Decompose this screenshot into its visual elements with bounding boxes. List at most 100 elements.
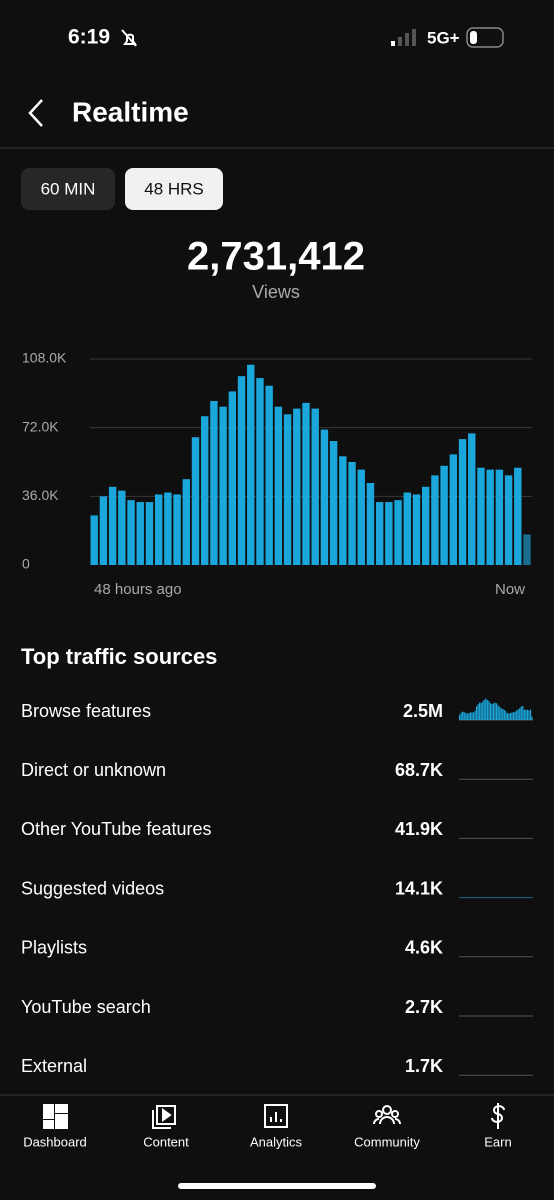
sparkline-bar bbox=[529, 709, 532, 720]
bar bbox=[154, 494, 163, 565]
x-start-label: 48 hours ago bbox=[94, 581, 182, 598]
sparkline-bar bbox=[462, 711, 464, 720]
sparkline-bar bbox=[479, 702, 481, 720]
sparkline-bar bbox=[459, 714, 461, 720]
bar bbox=[339, 456, 347, 565]
tab-label[interactable]: 48 HRS bbox=[144, 179, 204, 198]
source-value: 4.6K bbox=[405, 938, 443, 958]
sparkline-bar bbox=[488, 700, 490, 720]
bar bbox=[403, 492, 411, 565]
nav-label[interactable]: Dashboard bbox=[23, 1134, 87, 1149]
source-name[interactable]: Playlists bbox=[21, 938, 87, 958]
sparkline-bar bbox=[485, 698, 487, 720]
source-value: 68.7K bbox=[395, 760, 443, 780]
bar bbox=[440, 465, 448, 565]
sparkline-bar bbox=[469, 712, 472, 720]
tab[interactable] bbox=[21, 168, 115, 210]
bar bbox=[329, 441, 338, 565]
sparkline-bar bbox=[497, 705, 499, 720]
bar bbox=[201, 416, 209, 565]
tab-label[interactable]: 60 MIN bbox=[41, 179, 96, 198]
nav-label[interactable]: Analytics bbox=[250, 1134, 303, 1149]
analytics-icon[interactable] bbox=[264, 1104, 288, 1128]
bar bbox=[375, 502, 384, 565]
bar bbox=[348, 462, 356, 565]
bar bbox=[486, 469, 494, 565]
bar bbox=[320, 429, 329, 565]
y-tick-label: 0 bbox=[22, 556, 30, 572]
sparkline-bar bbox=[474, 710, 476, 720]
source-name[interactable]: YouTube search bbox=[21, 997, 151, 1017]
bar bbox=[504, 475, 513, 565]
network-label: 5G+ bbox=[427, 28, 460, 47]
dashboard-icon[interactable] bbox=[43, 1104, 68, 1129]
sparkline-bar bbox=[480, 703, 482, 720]
sparkline-bar bbox=[523, 709, 525, 720]
bar bbox=[311, 408, 319, 565]
sparkline-bar bbox=[516, 710, 518, 720]
bar bbox=[145, 502, 154, 565]
bar bbox=[210, 400, 218, 565]
bar bbox=[495, 469, 504, 565]
nav-label[interactable]: Earn bbox=[484, 1134, 511, 1149]
community-icon[interactable] bbox=[373, 1105, 401, 1125]
sparkline-bar bbox=[482, 701, 484, 720]
bar bbox=[265, 385, 273, 565]
sparkline-bar bbox=[520, 706, 522, 720]
back-button[interactable] bbox=[28, 99, 43, 127]
sparkline-bar bbox=[468, 713, 470, 720]
section-title: Top traffic sources bbox=[21, 644, 217, 669]
sparkline-bar bbox=[491, 703, 493, 720]
source-value: 14.1K bbox=[395, 878, 443, 898]
bar bbox=[127, 500, 135, 565]
nav-labels: Dashboard Content Analytics Community Earn bbox=[23, 1134, 512, 1149]
source-name[interactable]: Direct or unknown bbox=[21, 760, 166, 780]
source-name[interactable]: External bbox=[21, 1056, 87, 1076]
sparkline-bar bbox=[528, 710, 530, 720]
bar bbox=[357, 469, 365, 565]
traffic-list: Browse features 2.5M Direct or unknown 68.7… bbox=[21, 698, 533, 1076]
sparkline-bar bbox=[531, 716, 533, 720]
bar bbox=[302, 402, 310, 565]
sparkline-bar bbox=[505, 711, 507, 720]
sparkline-bar bbox=[472, 712, 475, 720]
content-icon[interactable] bbox=[152, 1105, 176, 1129]
sparkline-bar bbox=[492, 703, 495, 720]
source-value: 2.5M bbox=[403, 701, 443, 721]
bar bbox=[191, 437, 200, 565]
bar bbox=[219, 406, 227, 565]
sparkline-bar bbox=[503, 709, 505, 720]
nav-label[interactable]: Content bbox=[143, 1134, 189, 1149]
source-name[interactable]: Suggested videos bbox=[21, 878, 164, 898]
mute-icon bbox=[121, 29, 137, 47]
tab-selected[interactable] bbox=[125, 168, 223, 210]
home-indicator bbox=[178, 1183, 376, 1189]
battery-icon bbox=[466, 27, 504, 48]
source-name[interactable]: Browse features bbox=[21, 701, 151, 721]
bar bbox=[458, 439, 467, 565]
bar bbox=[99, 496, 108, 565]
sparkline-bar bbox=[496, 703, 498, 720]
y-tick-label: 72.0K bbox=[22, 418, 59, 434]
earn-icon[interactable] bbox=[491, 1103, 505, 1129]
bar bbox=[182, 479, 190, 565]
sparkline-bar bbox=[471, 712, 473, 720]
sparkline-bar bbox=[522, 705, 524, 720]
bar bbox=[90, 515, 98, 565]
sparkline-bar bbox=[526, 709, 529, 720]
bar bbox=[164, 492, 172, 565]
bar bbox=[366, 482, 375, 565]
sparkline-bar bbox=[460, 712, 462, 720]
sparkline-bar bbox=[463, 712, 465, 720]
source-name[interactable]: Other YouTube features bbox=[21, 819, 211, 839]
bar bbox=[449, 454, 458, 565]
bar bbox=[118, 490, 126, 565]
sparkline-bar bbox=[511, 712, 513, 720]
total-views: 2,731,412 bbox=[187, 235, 365, 279]
battery-level bbox=[470, 31, 477, 44]
nav-label[interactable]: Community bbox=[354, 1134, 420, 1149]
bar bbox=[237, 376, 246, 565]
sparkline-bar bbox=[466, 713, 468, 720]
